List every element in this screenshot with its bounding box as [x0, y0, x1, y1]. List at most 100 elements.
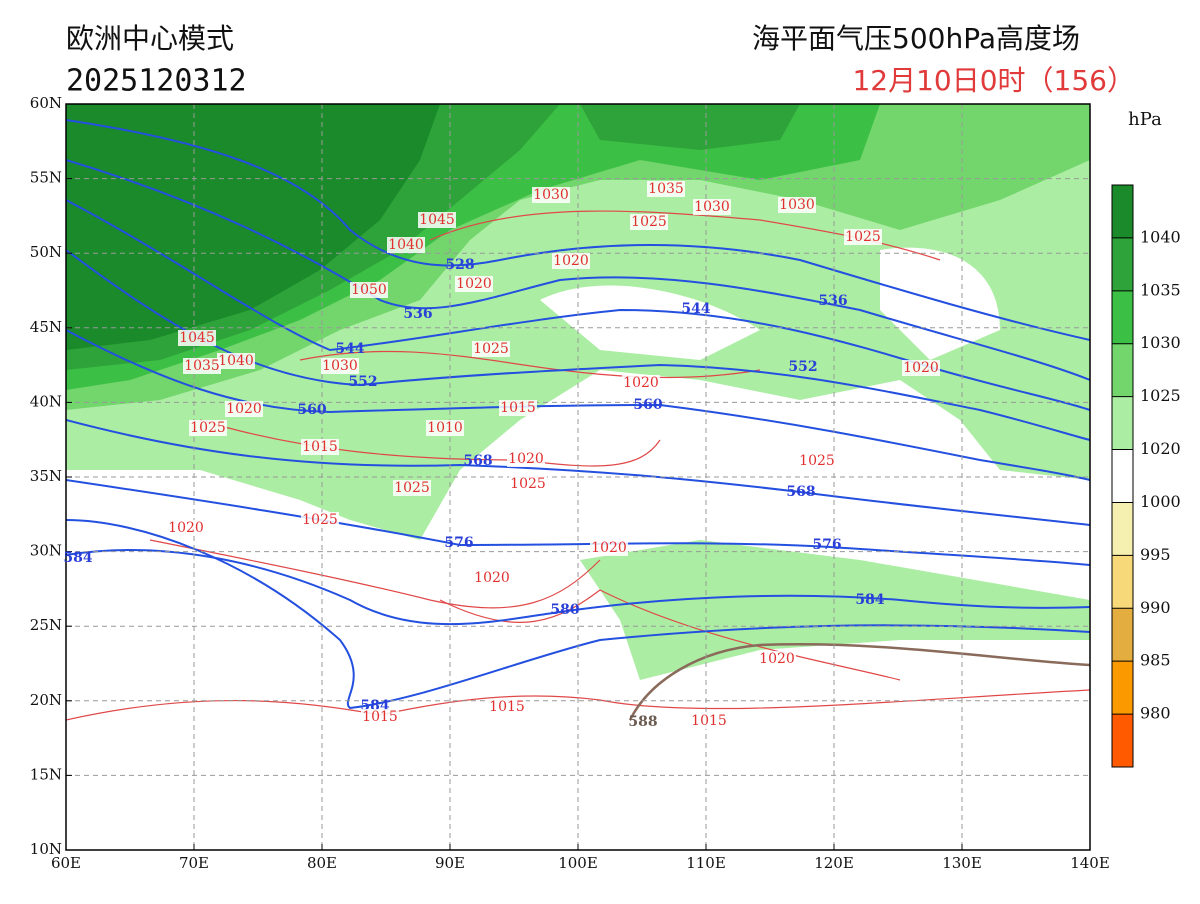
height-label: 544 — [335, 341, 364, 357]
label-backdrop — [693, 199, 731, 215]
label-backdrop — [426, 420, 464, 436]
pressure-label: 1020 — [553, 253, 589, 269]
colorbar-swatch — [1112, 502, 1133, 556]
shade-1020-south — [580, 540, 1090, 680]
pressure-label: 1010 — [427, 420, 463, 436]
colorbar-label: 985 — [1140, 651, 1171, 670]
lat-tick-label: 20N — [30, 691, 62, 709]
label-backdrop — [902, 360, 940, 376]
colorbar-swatch — [1112, 185, 1133, 238]
lat-tick-label: 45N — [30, 318, 62, 336]
height-label: 588 — [628, 714, 657, 730]
pressure-label: 1025 — [394, 480, 430, 496]
label-backdrop — [472, 341, 510, 357]
colorbar-frame — [1111, 184, 1134, 768]
colorbar-label: 980 — [1140, 704, 1171, 723]
colorbar-unit: hPa — [1128, 109, 1162, 130]
label-backdrop — [178, 330, 216, 346]
pressure-label: 1030 — [694, 199, 730, 215]
valid-time: 12月10日0时（156） — [852, 64, 1135, 97]
height-label: 576 — [444, 535, 473, 551]
lon-tick-label: 110E — [686, 854, 726, 872]
height-label: 584 — [855, 592, 884, 608]
colorbar-label: 1025 — [1140, 386, 1181, 405]
lon-tick-label: 140E — [1070, 854, 1110, 872]
lat-tick-label: 30N — [30, 542, 62, 560]
pressure-label: 1025 — [631, 214, 667, 230]
label-backdrop — [301, 439, 339, 455]
lon-tick-label: 80E — [307, 854, 337, 872]
pressure-label: 1045 — [179, 330, 215, 346]
height-label: 528 — [445, 257, 474, 273]
label-backdrop — [507, 451, 545, 467]
pressure-label: 1030 — [322, 358, 358, 374]
height-label: 536 — [403, 306, 432, 322]
label-backdrop — [167, 520, 205, 536]
label-backdrop — [393, 480, 431, 496]
height-label: 568 — [463, 453, 492, 469]
pressure-label: 1025 — [845, 229, 881, 245]
colorbar-swatch — [1112, 608, 1133, 662]
pressure-label: 1020 — [591, 540, 627, 556]
label-backdrop — [217, 353, 255, 369]
lon-tick-label: 70E — [179, 854, 209, 872]
lat-tick-label: 50N — [30, 243, 62, 261]
colorbar-label: 1040 — [1140, 227, 1181, 246]
label-backdrop — [473, 570, 511, 586]
label-backdrop — [778, 197, 816, 213]
label-backdrop — [647, 181, 685, 197]
height-label: 544 — [681, 301, 710, 317]
label-backdrop — [301, 512, 339, 528]
pressure-label: 1020 — [759, 651, 795, 667]
pressure-label: 1050 — [351, 282, 387, 298]
height-label: 584 — [63, 550, 92, 566]
height-label: 552 — [348, 374, 377, 390]
colorbar-swatch — [1112, 343, 1133, 397]
colorbar: hPa 1040 1035 1030 1025 1020 1000 995 990 985 980 — [1111, 109, 1181, 768]
graticule: 60E 70E 80E 90E 100E 110E 120E 130E 140E 60N 55N 50… — [30, 94, 1110, 872]
label-backdrop — [590, 540, 628, 556]
colorbar-swatch — [1112, 661, 1133, 715]
label-backdrop — [622, 375, 660, 391]
colorbar-label: 995 — [1140, 545, 1171, 564]
colorbar-swatch — [1112, 396, 1133, 450]
pressure-label: 1025 — [190, 420, 226, 436]
map-title: 海平面气压500hPa高度场 — [752, 22, 1080, 55]
pressure-label: 1025 — [799, 453, 835, 469]
pressure-label: 1045 — [419, 212, 455, 228]
shade-white — [66, 247, 1000, 640]
lon-tick-label: 60E — [51, 854, 81, 872]
colorbar-label: 1020 — [1140, 439, 1181, 458]
label-backdrop — [455, 276, 493, 292]
label-backdrop — [183, 358, 221, 374]
label-backdrop — [552, 253, 590, 269]
pressure-label: 1030 — [533, 187, 569, 203]
label-backdrop — [225, 401, 263, 417]
lon-tick-label: 90E — [435, 854, 465, 872]
label-backdrop — [844, 229, 882, 245]
colorbar-label: 1035 — [1140, 280, 1181, 299]
pressure-label: 1035 — [648, 181, 684, 197]
pressure-label: 1040 — [388, 237, 424, 253]
lat-tick-label: 40N — [30, 392, 62, 410]
label-backdrop — [488, 699, 526, 715]
label-backdrop — [418, 212, 456, 228]
pressure-label: 1030 — [779, 197, 815, 213]
colorbar-label: 990 — [1140, 598, 1171, 617]
colorbar-label: 1030 — [1140, 333, 1181, 352]
label-backdrop — [499, 400, 537, 416]
shade-1035-north — [580, 104, 800, 150]
pressure-label: 1025 — [473, 341, 509, 357]
height-label: 552 — [788, 359, 817, 375]
height-label: 560 — [297, 402, 326, 418]
pressure-label: 1020 — [456, 276, 492, 292]
pressure-label: 1040 — [218, 353, 254, 369]
label-backdrop — [189, 420, 227, 436]
height-label: 560 — [633, 397, 662, 413]
plot-area: 60E 70E 80E 90E 100E 110E 120E 130E 140E 60N 55N 50… — [30, 94, 1110, 872]
contour-labels: 528 536 544 552 560 568 576 584 580 584 544 560 552 5… — [63, 181, 940, 730]
pressure-label: 1015 — [489, 699, 525, 715]
label-backdrop — [509, 476, 547, 492]
pressure-label: 1020 — [623, 375, 659, 391]
